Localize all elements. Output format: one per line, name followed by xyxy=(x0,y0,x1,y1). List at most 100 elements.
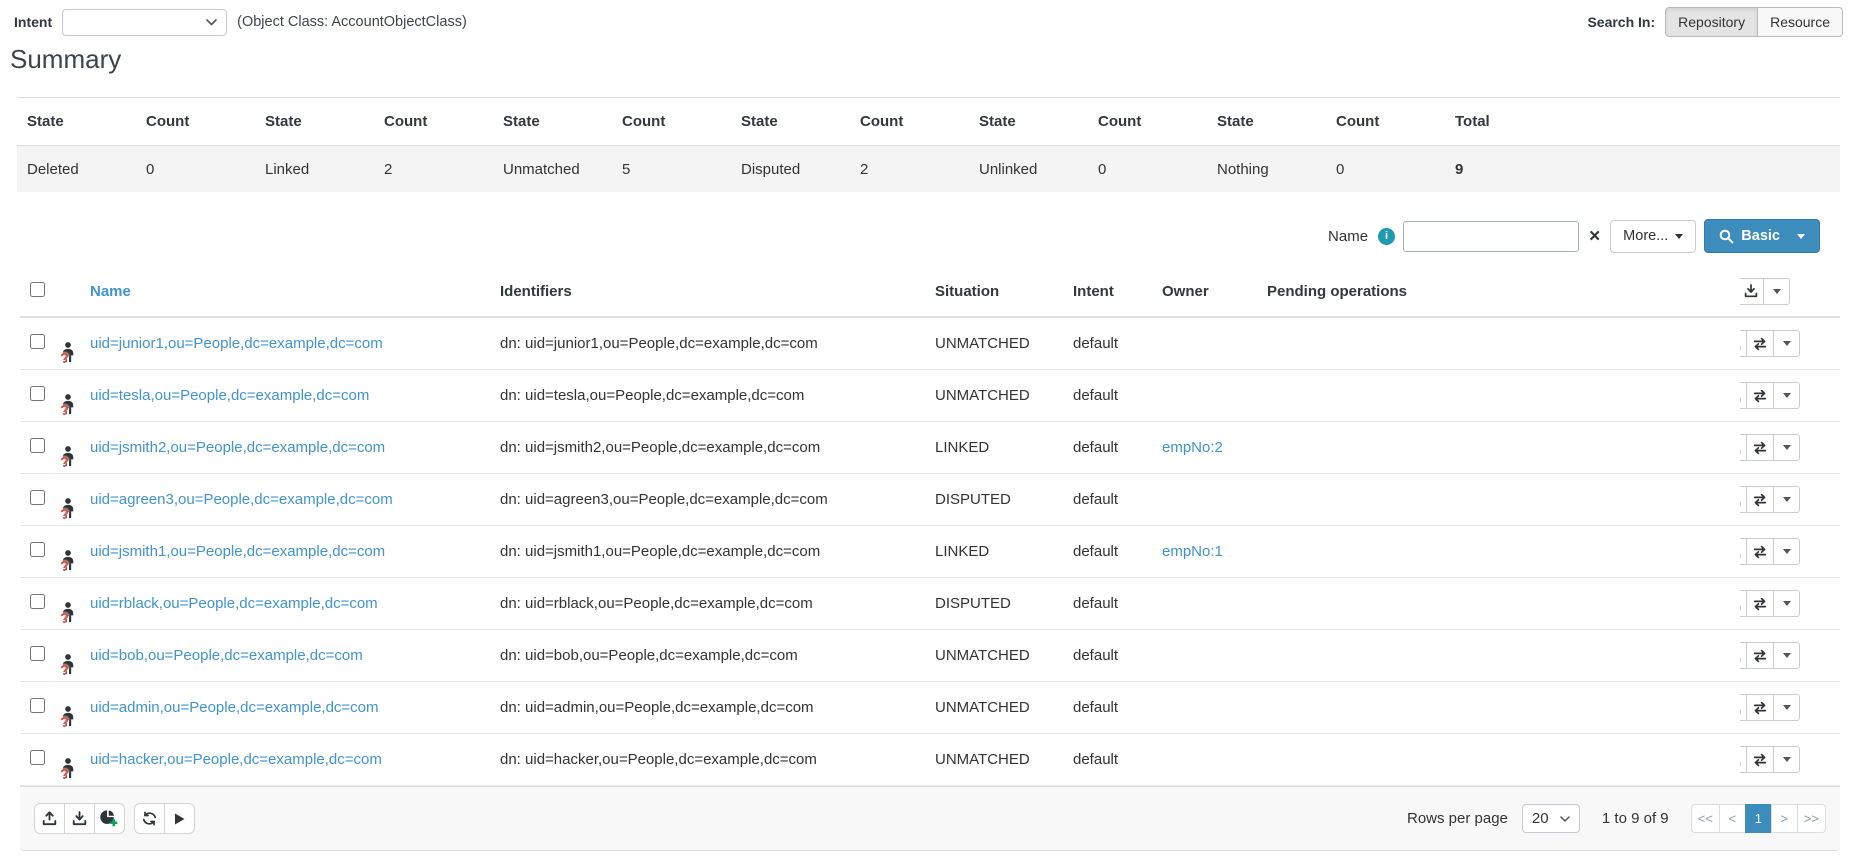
pager-next-button[interactable]: > xyxy=(1770,804,1798,833)
search-in-resource-button[interactable]: Resource xyxy=(1758,7,1843,37)
row-owner-link[interactable]: empNo:2 xyxy=(1162,439,1223,456)
row-actions-group xyxy=(1740,486,1800,513)
download-icon xyxy=(1740,337,1741,351)
row-checkbox[interactable] xyxy=(30,490,45,505)
row-sync-button[interactable] xyxy=(1746,694,1774,721)
row-sync-button[interactable] xyxy=(1746,642,1774,669)
row-sync-button[interactable] xyxy=(1746,382,1774,409)
search-filter-bar: Name i × More... Basic xyxy=(1328,219,1820,253)
table-row: ? uid=jsmith2,ou=People,dc=example,dc=co… xyxy=(20,422,1840,474)
row-checkbox[interactable] xyxy=(30,438,45,453)
caret-down-icon[interactable] xyxy=(1797,233,1805,239)
row-sync-button[interactable] xyxy=(1746,590,1774,617)
more-button[interactable]: More... xyxy=(1610,219,1697,253)
caret-down-icon xyxy=(1782,705,1791,710)
object-class-note: (Object Class: AccountObjectClass) xyxy=(237,14,467,30)
info-icon[interactable]: i xyxy=(1378,227,1396,245)
reload-button[interactable] xyxy=(134,803,165,834)
row-name-link[interactable]: uid=tesla,ou=People,dc=example,dc=com xyxy=(90,387,370,404)
run-button[interactable] xyxy=(164,803,195,834)
row-identifiers: dn: uid=jsmith2,ou=People,dc=example,dc=… xyxy=(500,439,821,456)
summary-state-value: Linked xyxy=(265,160,310,178)
row-more-actions-button[interactable] xyxy=(1773,590,1800,617)
row-name-link[interactable]: uid=admin,ou=People,dc=example,dc=com xyxy=(90,699,379,716)
row-name-link[interactable]: uid=junior1,ou=People,dc=example,dc=com xyxy=(90,335,383,352)
search-in-repository-button[interactable]: Repository xyxy=(1665,7,1759,37)
table-footer: Rows per page 20 1 to 9 of 9 << < 1 > >> xyxy=(20,786,1840,851)
pager-page-1-button[interactable]: 1 xyxy=(1744,804,1772,833)
chevron-down-icon xyxy=(206,18,217,25)
row-checkbox[interactable] xyxy=(30,334,45,349)
download-button[interactable] xyxy=(64,803,95,834)
table-row: ? uid=bob,ou=People,dc=example,dc=com dn… xyxy=(20,630,1840,682)
summary-count-value: 5 xyxy=(622,160,631,178)
summary-count-header: Count xyxy=(622,113,666,130)
play-icon xyxy=(175,813,185,824)
table-row: ? uid=rblack,ou=People,dc=example,dc=com… xyxy=(20,578,1840,630)
row-sync-button[interactable] xyxy=(1746,486,1774,513)
pager-first-button[interactable]: << xyxy=(1690,804,1720,833)
row-intent: default xyxy=(1073,647,1119,664)
table-row: ? uid=agreen3,ou=People,dc=example,dc=co… xyxy=(20,474,1840,526)
basic-search-label: Basic xyxy=(1741,228,1780,244)
row-more-actions-button[interactable] xyxy=(1773,642,1800,669)
user-unknown-icon: ? xyxy=(58,340,90,364)
select-all-checkbox[interactable] xyxy=(30,281,45,297)
column-header-name[interactable]: Name xyxy=(90,282,131,300)
row-more-actions-button[interactable] xyxy=(1773,486,1800,513)
summary-state-header: State xyxy=(1217,113,1254,130)
row-checkbox[interactable] xyxy=(30,750,45,765)
pager-last-button[interactable]: >> xyxy=(1796,804,1826,833)
row-name-link[interactable]: uid=hacker,ou=People,dc=example,dc=com xyxy=(90,751,382,768)
pager-prev-button[interactable]: < xyxy=(1718,804,1746,833)
row-name-link[interactable]: uid=agreen3,ou=People,dc=example,dc=com xyxy=(90,491,393,508)
row-checkbox[interactable] xyxy=(30,646,45,661)
row-actions-group xyxy=(1740,434,1800,461)
row-checkbox[interactable] xyxy=(30,594,45,609)
summary-count-value: 0 xyxy=(1098,160,1107,178)
row-more-actions-button[interactable] xyxy=(1773,434,1800,461)
row-more-actions-button[interactable] xyxy=(1773,330,1800,357)
row-checkbox[interactable] xyxy=(30,698,45,713)
row-sync-button[interactable] xyxy=(1746,538,1774,565)
column-header-situation: Situation xyxy=(935,282,1000,300)
download-icon xyxy=(1740,545,1741,559)
row-checkbox[interactable] xyxy=(30,542,45,557)
intent-select[interactable] xyxy=(62,8,228,36)
row-checkbox[interactable] xyxy=(30,386,45,401)
clear-filter-icon[interactable]: × xyxy=(1589,225,1601,247)
sync-icon xyxy=(1753,701,1767,714)
row-more-actions-button[interactable] xyxy=(1773,538,1800,565)
export-dropdown-button[interactable] xyxy=(1763,277,1790,305)
row-sync-button[interactable] xyxy=(1746,330,1774,357)
name-filter-input[interactable] xyxy=(1403,220,1580,252)
pager: << < 1 > >> xyxy=(1690,804,1826,833)
row-owner-link[interactable]: empNo:1 xyxy=(1162,543,1223,560)
row-name-link[interactable]: uid=jsmith2,ou=People,dc=example,dc=com xyxy=(90,439,386,456)
import-export-group xyxy=(34,803,125,834)
row-name-link[interactable]: uid=rblack,ou=People,dc=example,dc=com xyxy=(90,595,378,612)
summary-count-header: Count xyxy=(860,113,904,130)
row-intent: default xyxy=(1073,335,1119,352)
user-unknown-icon: ? xyxy=(58,652,90,676)
basic-search-button[interactable]: Basic xyxy=(1704,219,1820,253)
upload-button[interactable] xyxy=(34,803,65,834)
row-more-actions-button[interactable] xyxy=(1773,746,1800,773)
row-more-actions-button[interactable] xyxy=(1773,382,1800,409)
table-row: ? uid=admin,ou=People,dc=example,dc=com … xyxy=(20,682,1840,734)
reconciliation-report-button[interactable] xyxy=(94,803,125,834)
column-header-pending-operations: Pending operations xyxy=(1267,282,1408,300)
row-name-link[interactable]: uid=jsmith1,ou=People,dc=example,dc=com xyxy=(90,543,386,560)
row-sync-button[interactable] xyxy=(1746,434,1774,461)
row-name-link[interactable]: uid=bob,ou=People,dc=example,dc=com xyxy=(90,647,363,664)
row-actions-group xyxy=(1740,642,1800,669)
row-more-actions-button[interactable] xyxy=(1773,694,1800,721)
export-button[interactable] xyxy=(1740,277,1764,305)
row-sync-button[interactable] xyxy=(1746,746,1774,773)
rows-per-page-select[interactable]: 20 xyxy=(1521,804,1580,833)
row-situation: UNMATCHED xyxy=(935,751,1030,768)
row-situation: UNMATCHED xyxy=(935,387,1030,404)
user-unknown-icon: ? xyxy=(58,548,90,572)
summary-data-row: Deleted 0 Linked 2 Unmatched 5 Disputed … xyxy=(17,145,1840,192)
search-in-label: Search In: xyxy=(1587,14,1656,30)
